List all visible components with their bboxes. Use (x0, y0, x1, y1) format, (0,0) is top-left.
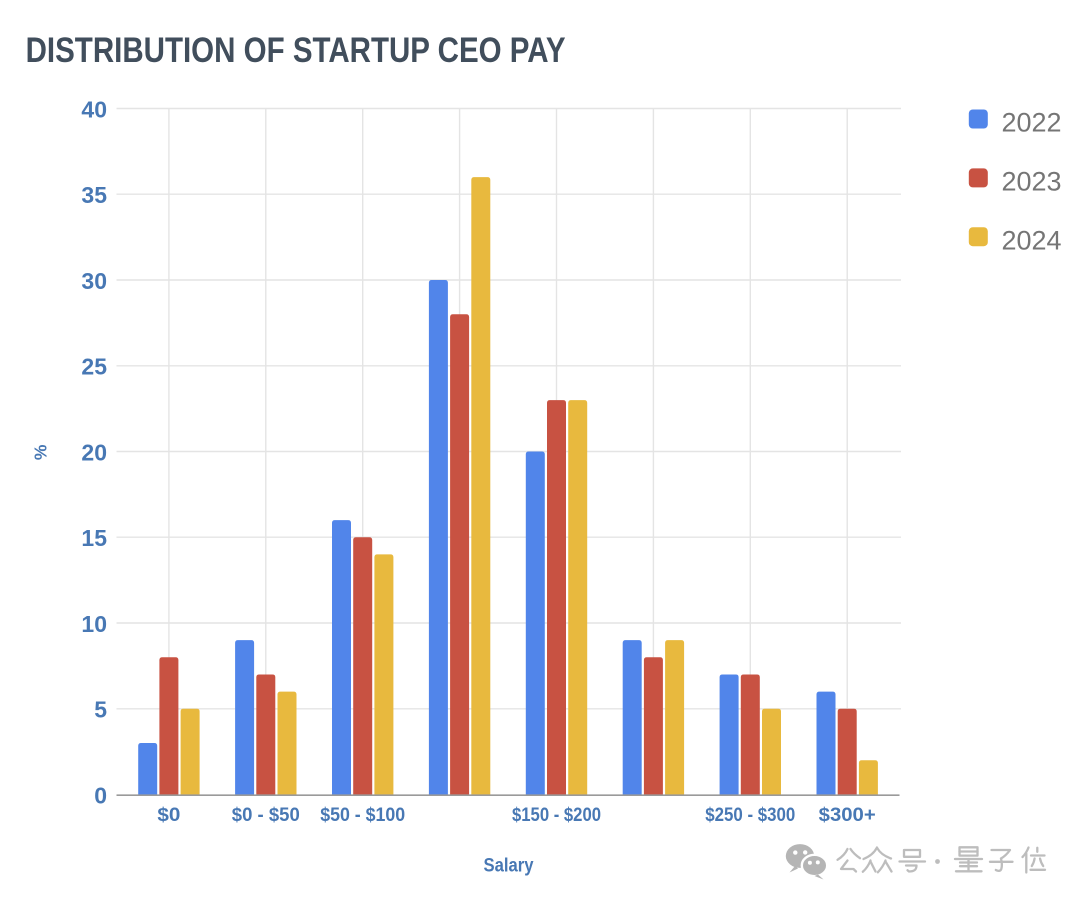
svg-text:30: 30 (81, 268, 107, 294)
svg-text:$300+: $300+ (819, 805, 876, 826)
svg-text:Salary: Salary (484, 855, 534, 876)
svg-text:2022: 2022 (1002, 107, 1062, 138)
svg-text:$0: $0 (157, 805, 180, 826)
svg-text:$50 - $100: $50 - $100 (320, 805, 405, 826)
svg-text:25: 25 (81, 354, 107, 380)
svg-text:0: 0 (94, 782, 107, 808)
svg-text:40: 40 (81, 96, 107, 122)
svg-text:2024: 2024 (1002, 224, 1062, 255)
svg-text:%: % (31, 444, 51, 460)
svg-text:$250 - $300: $250 - $300 (705, 805, 795, 826)
svg-text:15: 15 (81, 525, 107, 551)
svg-text:10: 10 (81, 611, 107, 637)
svg-text:$150 - $200: $150 - $200 (512, 805, 601, 826)
svg-text:2023: 2023 (1002, 166, 1062, 197)
svg-text:DISTRIBUTION OF STARTUP CEO PA: DISTRIBUTION OF STARTUP CEO PAY (26, 31, 566, 70)
svg-text:$0 - $50: $0 - $50 (232, 805, 300, 826)
svg-text:35: 35 (81, 182, 107, 208)
svg-text:20: 20 (81, 439, 107, 465)
svg-text:5: 5 (94, 697, 107, 723)
